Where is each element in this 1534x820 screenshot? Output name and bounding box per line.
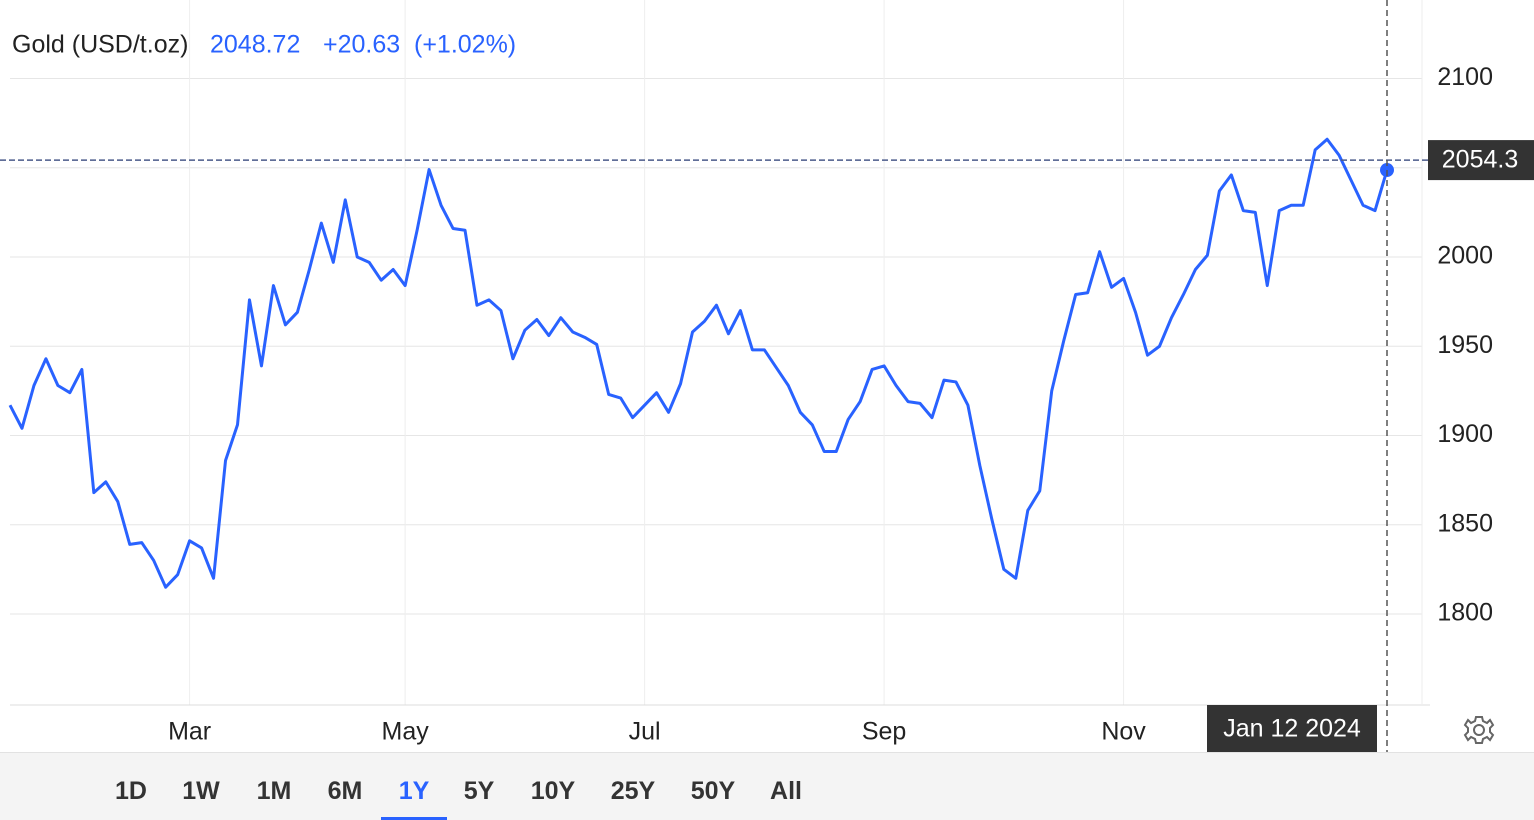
range-button[interactable]: 25Y	[610, 777, 656, 805]
chart: Gold (USD/t.oz) 2048.72 +20.63 (+1.02%) …	[0, 0, 1534, 752]
y-tick-label: 2000	[1437, 242, 1493, 270]
change: +20.63	[323, 31, 400, 59]
range-button[interactable]: 1D	[115, 777, 147, 805]
range-button[interactable]: All	[770, 777, 802, 805]
price-line	[8, 137, 1389, 589]
y-tick-label: 1850	[1437, 509, 1493, 537]
range-button[interactable]: 1W	[182, 777, 220, 805]
x-tick-label: Jul	[629, 718, 661, 746]
x-tick-label: Sep	[862, 718, 906, 746]
range-button[interactable]: 6M	[327, 777, 363, 805]
crosshair-date: Jan 12 2024	[1223, 715, 1361, 743]
range-bar: 1D 1W 1M 6M 1Y 5Y 10Y 25Y 50Y All	[0, 752, 1534, 820]
range-button[interactable]: 1M	[256, 777, 292, 805]
y-tick-label: 2100	[1437, 63, 1493, 91]
settings-icon[interactable]	[1463, 716, 1495, 744]
y-tick-label: 1900	[1437, 420, 1493, 448]
range-button[interactable]: 10Y	[530, 777, 576, 805]
x-tick-label: Nov	[1101, 718, 1146, 746]
range-button[interactable]: 5Y	[463, 777, 495, 805]
live-price-label: 2054.3	[1442, 146, 1518, 174]
range-button[interactable]: 50Y	[690, 777, 736, 805]
chart-title: Gold (USD/t.oz)	[12, 31, 188, 59]
crosshair-date-box	[1207, 705, 1377, 752]
y-tick-label: 1800	[1437, 599, 1493, 627]
x-tick-label: May	[382, 718, 430, 746]
y-tick-label: 1950	[1437, 331, 1493, 359]
live-price-box	[1428, 140, 1534, 181]
change-percent: (+1.02%)	[414, 31, 516, 59]
x-tick-label: Mar	[168, 718, 211, 746]
range-button[interactable]: 1Y	[381, 753, 447, 820]
price: 2048.72	[210, 31, 300, 59]
